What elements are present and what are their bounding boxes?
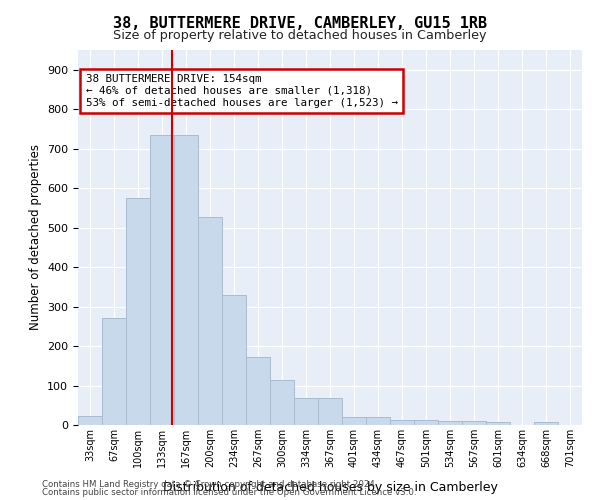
Text: 38, BUTTERMERE DRIVE, CAMBERLEY, GU15 1RB: 38, BUTTERMERE DRIVE, CAMBERLEY, GU15 1R… <box>113 16 487 31</box>
Bar <box>126 198 150 425</box>
Bar <box>318 398 342 425</box>
Bar <box>102 318 126 425</box>
Bar <box>150 135 174 425</box>
Text: Contains HM Land Registry data © Crown copyright and database right 2024.: Contains HM Land Registry data © Crown c… <box>42 480 377 489</box>
Bar <box>366 417 390 425</box>
Y-axis label: Number of detached properties: Number of detached properties <box>29 144 41 330</box>
Text: 38 BUTTERMERE DRIVE: 154sqm
← 46% of detached houses are smaller (1,318)
53% of : 38 BUTTERMERE DRIVE: 154sqm ← 46% of det… <box>86 74 398 108</box>
Bar <box>534 422 558 425</box>
Bar <box>270 380 294 425</box>
X-axis label: Distribution of detached houses by size in Camberley: Distribution of detached houses by size … <box>163 481 497 494</box>
Text: Size of property relative to detached houses in Camberley: Size of property relative to detached ho… <box>113 29 487 42</box>
Bar <box>246 356 270 425</box>
Bar <box>486 422 510 425</box>
Bar <box>390 420 414 425</box>
Bar <box>198 217 222 425</box>
Bar <box>462 421 486 425</box>
Bar <box>438 421 462 425</box>
Bar <box>174 135 198 425</box>
Bar <box>342 417 366 425</box>
Bar <box>414 420 438 425</box>
Bar <box>222 294 246 425</box>
Bar <box>78 416 102 425</box>
Text: Contains public sector information licensed under the Open Government Licence v3: Contains public sector information licen… <box>42 488 416 497</box>
Bar <box>294 398 318 425</box>
